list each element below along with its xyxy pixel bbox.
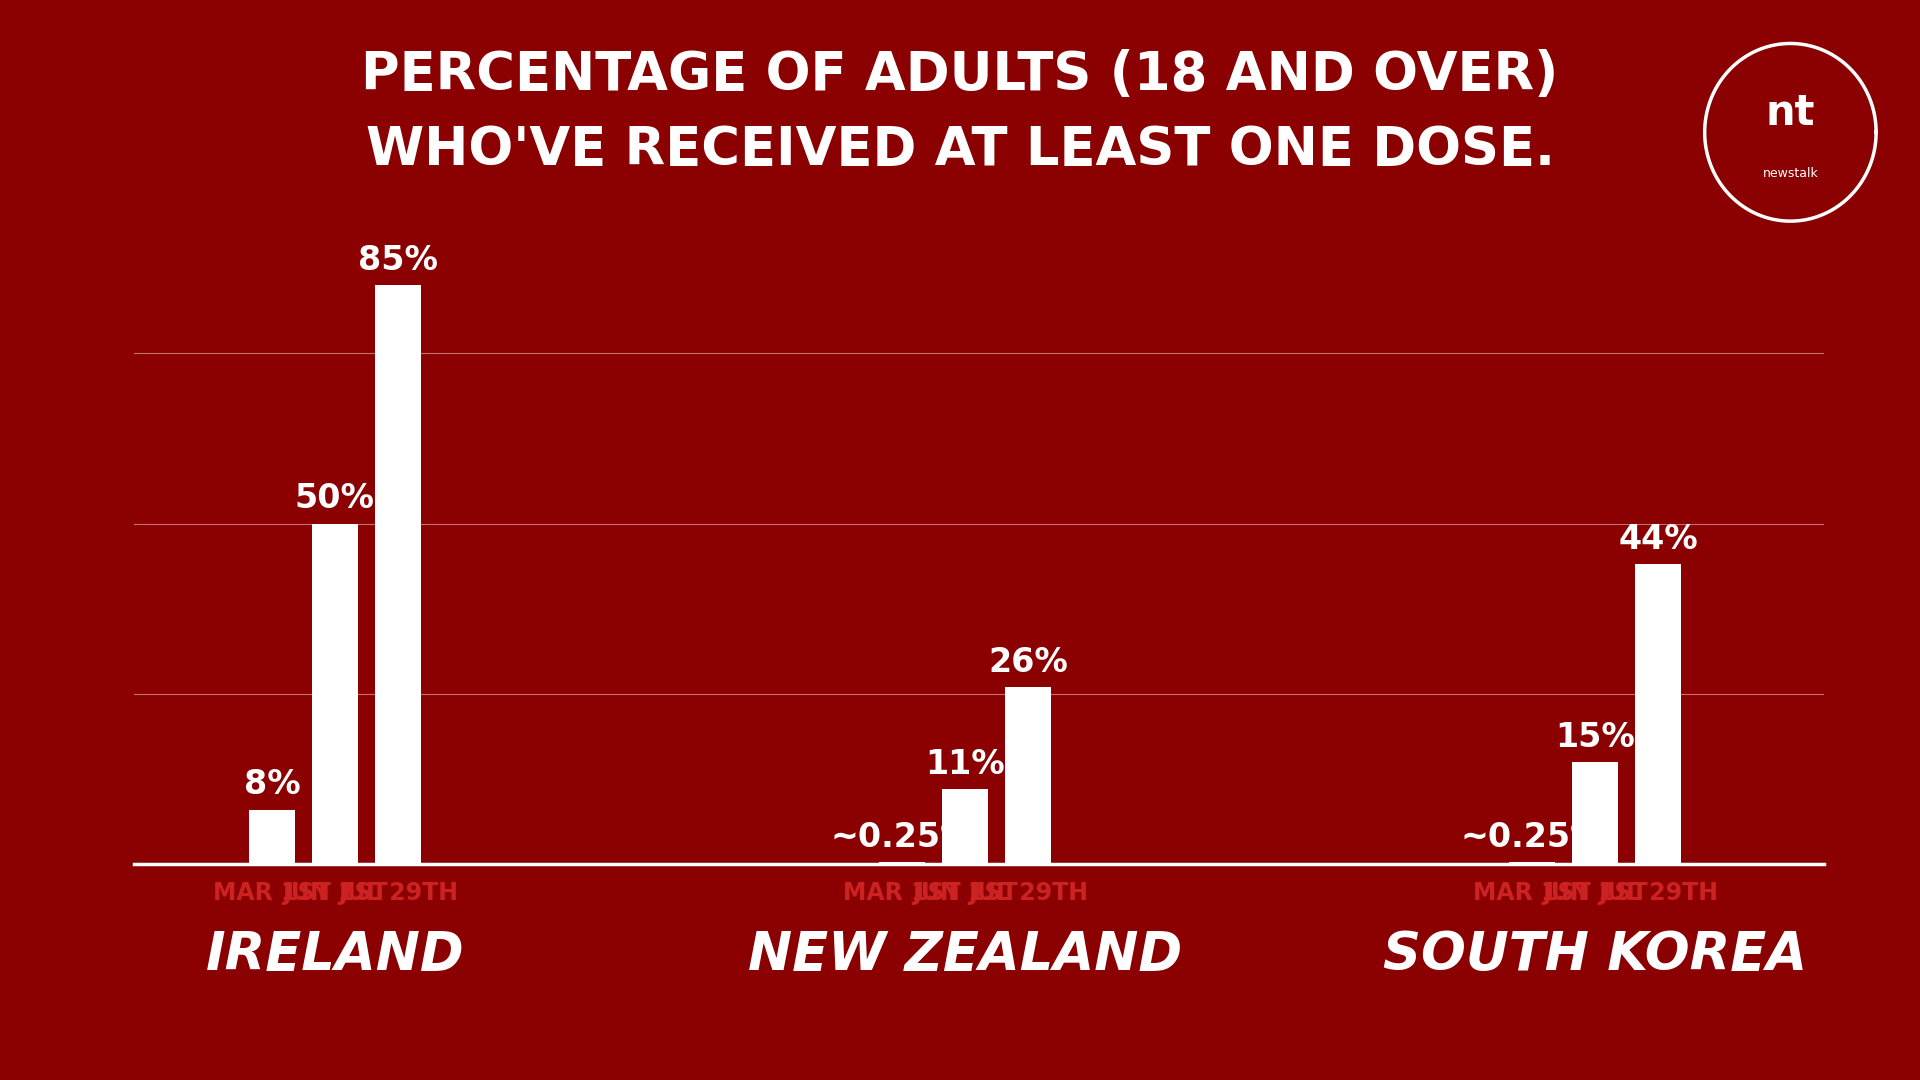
Text: 11%: 11% <box>925 748 1004 781</box>
Bar <box>374 285 420 864</box>
Bar <box>250 810 294 864</box>
Text: NEW ZEALAND: NEW ZEALAND <box>747 929 1183 981</box>
Text: 8%: 8% <box>244 768 300 801</box>
Text: PERCENTAGE OF ADULTS (18 AND OVER): PERCENTAGE OF ADULTS (18 AND OVER) <box>361 49 1559 100</box>
Text: WHO'VE RECEIVED AT LEAST ONE DOSE.: WHO'VE RECEIVED AT LEAST ONE DOSE. <box>365 124 1555 176</box>
Text: JUL 29TH: JUL 29TH <box>968 881 1089 905</box>
Bar <box>1636 565 1680 864</box>
Text: JUN 1ST: JUN 1ST <box>282 881 388 905</box>
Text: nt: nt <box>1766 93 1814 134</box>
Text: newstalk: newstalk <box>1763 167 1818 180</box>
Text: 50%: 50% <box>296 483 374 515</box>
Bar <box>1509 862 1555 864</box>
Text: JUN 1ST: JUN 1ST <box>912 881 1018 905</box>
Text: IRELAND: IRELAND <box>205 929 465 981</box>
Bar <box>313 524 357 864</box>
Text: 15%: 15% <box>1555 720 1634 754</box>
Text: JUL 29TH: JUL 29TH <box>338 881 457 905</box>
Text: 44%: 44% <box>1619 523 1697 556</box>
Text: 85%: 85% <box>357 244 438 278</box>
Text: 26%: 26% <box>989 646 1068 679</box>
Bar <box>943 789 987 864</box>
Text: JUN 1ST: JUN 1ST <box>1542 881 1647 905</box>
Text: ~0.25%: ~0.25% <box>1459 821 1603 854</box>
Bar <box>1572 761 1617 864</box>
Text: MAR 1ST: MAR 1ST <box>843 881 960 905</box>
Text: ~0.25%: ~0.25% <box>829 821 973 854</box>
Text: SOUTH KOREA: SOUTH KOREA <box>1382 929 1807 981</box>
Bar <box>1006 687 1050 864</box>
Text: JUL 29TH: JUL 29TH <box>1597 881 1718 905</box>
Bar <box>879 862 925 864</box>
Text: MAR 1ST: MAR 1ST <box>1473 881 1590 905</box>
Text: MAR 1ST: MAR 1ST <box>213 881 330 905</box>
